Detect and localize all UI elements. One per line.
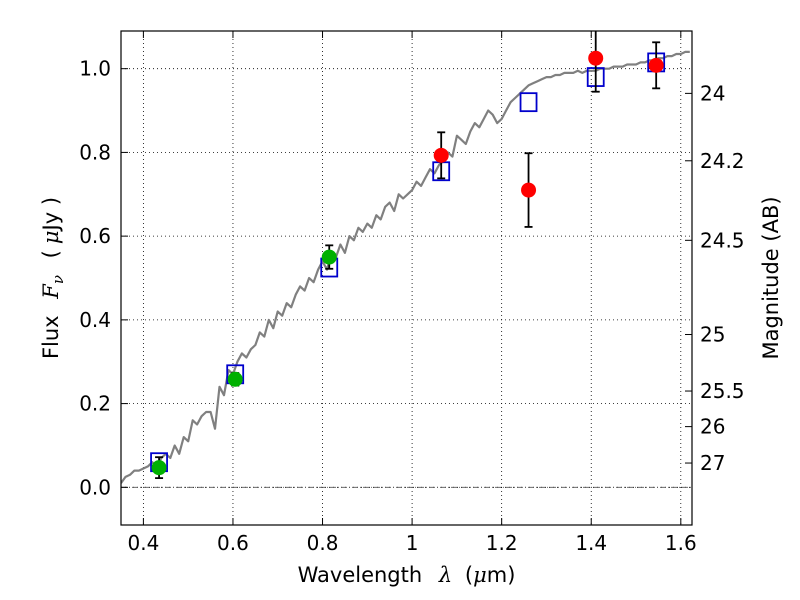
observed-flux-point [433,147,449,163]
y-tick-label: 0.4 [79,308,111,332]
y-axis-label-unit: Jy ) [39,197,63,233]
y-axis-label-unit-mu: μ [39,230,63,244]
y-axis-label-text: Flux [39,315,63,359]
y2-tick-label: 25 [700,323,725,347]
y2-tick-label: 24 [700,81,725,105]
observed-flux-point [227,371,243,387]
observed-flux-point [321,249,337,265]
y-tick-label: 0.8 [79,140,111,164]
x-tick-label: 1 [406,531,419,555]
x-tick-label: 0.8 [307,531,339,555]
x-axis-label-symbol: λ [438,563,452,587]
axis-ticks: 0.4 0.6 0.8 1 1.2 1.4 1.6 0.0 0.2 0.4 0.6 0.8 1.0 24 2… [79,31,745,555]
x-tick-label: 1.6 [665,531,697,555]
y2-tick-label: 24.2 [700,149,745,173]
observed-flux-point [648,57,664,73]
y-axis-label-unit-open: ( [39,250,63,258]
grid [121,31,692,525]
observed-flux-point [521,182,537,198]
y-tick-label: 0.0 [79,475,111,499]
plot-frame [120,30,693,526]
x-tick-label: 1.4 [575,531,607,555]
model-spectrum-line [121,50,690,484]
observed-flux-point [588,50,604,66]
y-tick-label: 1.0 [79,57,111,81]
y2-tick-label: 24.5 [700,228,745,252]
y-tick-label: 0.6 [79,224,111,248]
x-axis-label: Wavelength λ (μm) [298,563,516,587]
y-axis-label: Flux Fν ( μJy ) [39,197,68,359]
y-axis-label-symbol: F [39,283,63,300]
x-axis-label-unit: m) [487,563,516,587]
y2-tick-label: 25.5 [700,379,745,403]
x-tick-label: 1.2 [486,531,518,555]
model-square-point [519,92,538,113]
x-tick-label: 0.4 [127,531,159,555]
x-axis-label-text: Wavelength [298,563,423,587]
x-axis-label-unit-mu: μ [473,563,487,587]
y2-axis-label: Magnitude (AB) [759,196,783,359]
observed-flux-point [151,460,167,476]
y-axis-label-subscript: ν [49,275,67,284]
y-tick-label: 0.2 [79,392,111,416]
y2-tick-label: 27 [700,451,725,475]
y2-tick-label: 26 [700,415,725,439]
x-tick-label: 0.6 [217,531,249,555]
plot-area [121,31,692,488]
x-axis-label-unit-open: ( [465,563,473,587]
